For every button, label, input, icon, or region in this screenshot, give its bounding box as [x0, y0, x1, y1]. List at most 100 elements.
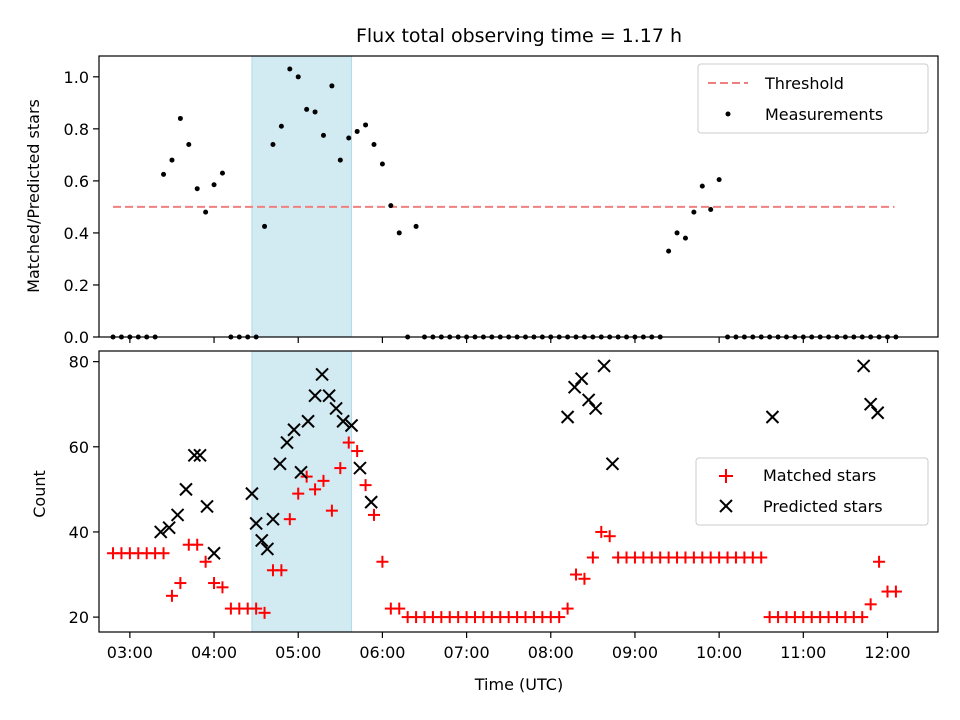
ratio-panel: 0.0 0.2 0.4 0.6 0.8 1.0 Matched/Predicted sta…: [24, 55, 939, 347]
measurement-point: [287, 66, 293, 72]
predicted-star-point: [560, 410, 575, 424]
matched-star-point: [864, 598, 877, 611]
matched-legend-label: Matched stars: [763, 466, 876, 485]
y-tick-label: 40: [69, 523, 89, 542]
predicted-star-point: [765, 410, 780, 424]
predicted-star-point: [605, 457, 620, 471]
measurement-point: [329, 83, 335, 89]
predicted-star-point: [207, 546, 221, 560]
count-panel: 03:00 04:00 05:00 06:00 07:00 08:00 09:00 10:00…: [30, 350, 939, 694]
matched-star-point: [157, 547, 170, 560]
matched-star-point: [199, 555, 212, 568]
matched-star-point: [250, 602, 263, 615]
matched-star-point: [292, 487, 305, 500]
measurement-point: [304, 106, 310, 112]
predicted-star-point: [344, 418, 359, 433]
matched-star-point: [275, 564, 288, 577]
predicted-star-point: [249, 516, 263, 531]
ratio-legend-box: [697, 63, 929, 134]
measurement-point: [379, 161, 385, 167]
measurement-point: [716, 177, 722, 183]
predicted-star-point: [280, 435, 294, 450]
x-tick-label: 11:00: [780, 643, 826, 662]
count-legend: Matched stars Predicted stars: [695, 457, 929, 526]
measurement-point: [186, 141, 192, 147]
matched-star-point: [561, 602, 574, 615]
predicted-star-point: [162, 520, 176, 535]
x-tick-label: 10:00: [696, 643, 742, 662]
count-legend-box: [695, 457, 929, 526]
measurement-point: [354, 128, 360, 134]
predicted-star-point: [567, 380, 582, 394]
predicted-star-point: [863, 397, 878, 411]
measurement-point: [219, 170, 225, 176]
measurement-point: [691, 209, 697, 215]
x-tick-label: 12:00: [864, 643, 910, 662]
ratio-plot-frame: [98, 55, 939, 338]
predicted-star-point: [870, 406, 885, 420]
predicted-star-point: [200, 499, 214, 514]
predicted-star-point: [187, 448, 202, 463]
observing-span-highlight: [251, 350, 353, 633]
matched-stars-points: [107, 436, 902, 624]
predicted-star-point: [329, 401, 343, 416]
measurement-point: [337, 157, 343, 163]
y-tick-label: 60: [69, 438, 89, 457]
ratio-axes: 0.0 0.2 0.4 0.6 0.8 1.0: [64, 68, 889, 347]
y-tick-label: 20: [69, 608, 89, 627]
y-tick-label: 0.4: [64, 224, 89, 243]
ratio-legend: Threshold Measurements: [697, 63, 929, 134]
measurement-point: [278, 123, 284, 129]
matched-star-point: [191, 538, 204, 551]
predicted-legend-swatch: [719, 499, 733, 513]
measurement-point: [270, 141, 276, 147]
measurements-legend-swatch: [725, 111, 731, 117]
x-tick-label: 04:00: [191, 643, 237, 662]
predicted-legend-label: Predicted stars: [763, 497, 883, 516]
measurement-point: [699, 183, 705, 189]
count-plot-frame: [98, 350, 939, 633]
matched-star-point: [367, 508, 380, 521]
matched-star-point: [309, 483, 322, 496]
predicted-star-point: [353, 461, 367, 475]
count-y-axis-label: Count: [30, 470, 49, 518]
measurement-point: [161, 171, 167, 177]
predicted-star-point: [336, 414, 350, 428]
predicted-star-point: [255, 533, 269, 548]
predicted-star-point: [856, 359, 871, 373]
matched-star-point: [165, 589, 178, 602]
matched-star-point: [889, 585, 902, 598]
matched-star-point: [578, 572, 591, 585]
measurement-point: [194, 186, 200, 192]
measurement-point: [211, 182, 217, 188]
predicted-star-point: [308, 388, 322, 403]
y-tick-label: 0.8: [64, 120, 89, 139]
matched-star-point: [342, 436, 355, 449]
measurement-point: [708, 207, 714, 213]
measurement-point: [203, 209, 209, 215]
measurement-point: [388, 203, 394, 209]
measurement-point: [169, 157, 175, 163]
matched-star-point: [376, 555, 389, 568]
matched-star-point: [325, 504, 338, 517]
x-tick-label: 08:00: [528, 643, 574, 662]
highlight-span-rect: [251, 55, 353, 338]
observing-span-highlight: [251, 55, 353, 338]
matched-star-point: [873, 555, 886, 568]
matched-star-point: [258, 606, 271, 619]
x-tick-label: 07:00: [444, 643, 490, 662]
measurement-point: [320, 132, 326, 138]
measurement-point: [396, 230, 402, 236]
ratio-y-axis-label: Matched/Predicted stars: [24, 99, 43, 293]
y-tick-label: 0.0: [64, 328, 89, 347]
y-tick-label: 1.0: [64, 68, 89, 87]
matched-star-point: [174, 577, 187, 590]
predicted-star-point: [193, 448, 207, 463]
predicted-star-point: [597, 359, 611, 373]
matched-star-point: [283, 513, 296, 526]
predicted-star-point: [364, 495, 378, 509]
predicted-star-point: [273, 457, 287, 471]
predicted-star-point: [315, 367, 329, 382]
measurement-point: [262, 223, 268, 229]
